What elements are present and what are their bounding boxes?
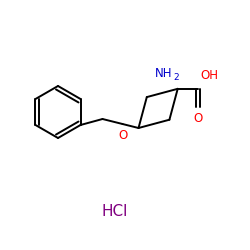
Text: O: O (118, 129, 127, 142)
Text: OH: OH (201, 69, 219, 82)
Text: O: O (193, 112, 202, 125)
Text: 2: 2 (173, 73, 179, 82)
Text: HCl: HCl (102, 204, 128, 220)
Text: NH: NH (155, 67, 173, 80)
